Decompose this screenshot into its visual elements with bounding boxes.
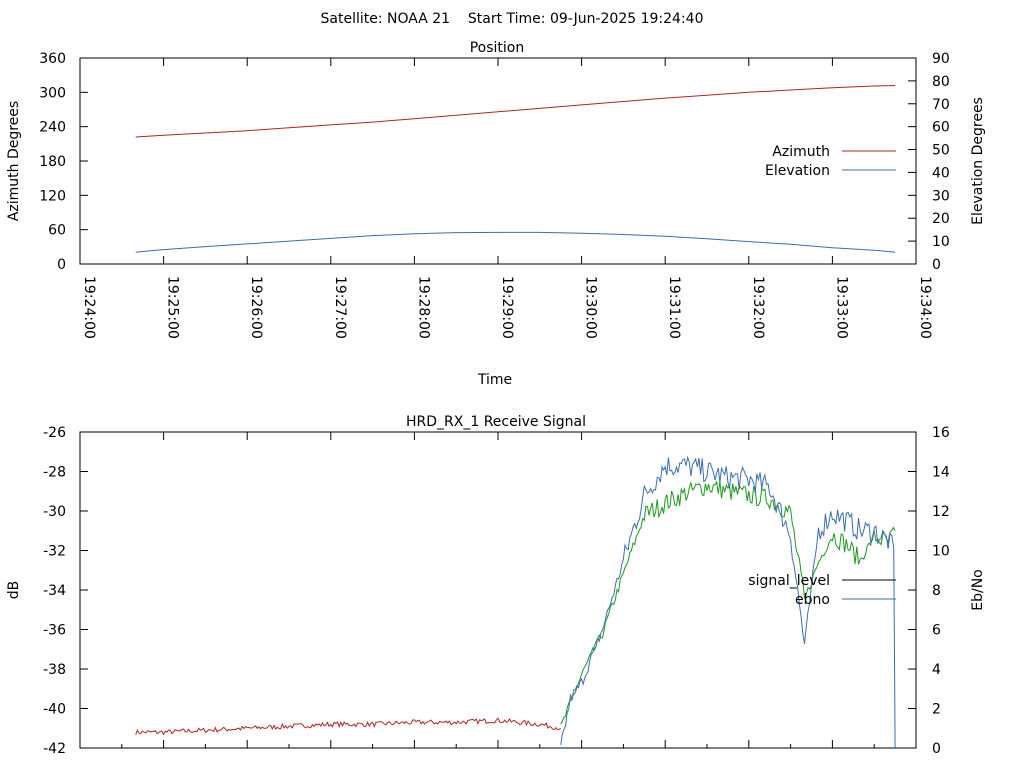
y-right-tick-label: 50 (932, 143, 950, 159)
receive-signal-legend: signal_level ebno (748, 573, 896, 608)
receive-signal-lines (135, 455, 896, 749)
position-legend: Azimuth Elevation (765, 144, 896, 179)
y-right-tick-label: 4 (932, 662, 941, 678)
position-ticks: 0 60 120 180 240 300 360 0 10 20 30 40 50 60 70 80 90 19:… (39, 51, 950, 339)
y-right-tick-label: 0 (932, 257, 941, 273)
receive-signal-y-left-label: dB (6, 581, 22, 600)
x-tick-label: 19:28:00 (415, 276, 431, 339)
series-line-azimuth (135, 85, 896, 138)
y-left-tick-label: -32 (43, 544, 66, 560)
position-plot-frame (79, 57, 917, 265)
legend-signal-level-label: signal_level (748, 573, 830, 589)
y-right-tick-label: 10 (932, 234, 950, 250)
receive-signal-chart: HRD_RX_1 Receive Signal -42-40-38-36-34-… (6, 414, 986, 757)
y-right-tick-label: 30 (932, 188, 950, 204)
series-line-signal-level (135, 717, 561, 736)
legend-ebno-label: ebno (795, 592, 830, 608)
y-left-tick-label: -42 (43, 741, 66, 757)
y-left-tick-label: -38 (43, 662, 66, 678)
y-left-tick-label: -30 (43, 504, 66, 520)
series-line-elevation (135, 231, 896, 253)
y-right-tick-label: 16 (932, 425, 950, 441)
y-left-tick-label: 60 (48, 223, 66, 239)
y-right-tick-label: 60 (932, 120, 950, 136)
y-left-tick-label: 300 (39, 85, 66, 101)
position-x-label: Time (477, 372, 512, 388)
y-left-tick-label: 180 (39, 154, 66, 170)
receive-signal-chart-title: HRD_RX_1 Receive Signal (406, 414, 586, 430)
x-tick-label: 19:30:00 (583, 276, 599, 339)
y-right-tick-label: 10 (932, 544, 950, 560)
y-left-tick-label: 120 (39, 188, 66, 204)
y-right-tick-label: 80 (932, 74, 950, 90)
y-right-tick-label: 2 (932, 702, 941, 718)
legend-elevation-label: Elevation (765, 163, 830, 179)
x-tick-label: 19:25:00 (165, 276, 181, 339)
y-left-tick-label: 360 (39, 51, 66, 67)
y-left-tick-label: -36 (43, 623, 66, 639)
series-line-ebno (560, 455, 896, 749)
position-chart: Position 0 60 120 180 240 300 360 0 10 20 30 40 50 60… (6, 40, 986, 388)
y-right-tick-label: 70 (932, 97, 950, 113)
y-right-tick-label: 6 (932, 623, 941, 639)
series-line-signal-level (560, 480, 896, 725)
y-right-tick-label: 8 (932, 583, 941, 599)
x-tick-label: 19:34:00 (917, 276, 933, 339)
y-right-tick-label: 20 (932, 211, 950, 227)
legend-azimuth-label: Azimuth (772, 144, 830, 160)
y-left-tick-label: 240 (39, 120, 66, 136)
x-tick-label: 19:33:00 (833, 276, 849, 339)
y-left-tick-label: -34 (43, 583, 66, 599)
y-right-tick-label: 0 (932, 741, 941, 757)
x-tick-label: 19:26:00 (248, 276, 264, 339)
x-tick-label: 19:24:00 (81, 276, 97, 339)
y-right-tick-label: 12 (932, 504, 950, 520)
figure-title: Satellite: NOAA 21 Start Time: 09-Jun-20… (321, 11, 704, 27)
y-right-tick-label: 40 (932, 165, 950, 181)
position-lines (135, 85, 896, 253)
y-left-tick-label: -40 (43, 702, 66, 718)
x-tick-label: 19:32:00 (750, 276, 766, 339)
y-right-tick-label: 90 (932, 51, 950, 67)
x-tick-label: 19:27:00 (332, 276, 348, 339)
y-right-tick-label: 14 (932, 465, 950, 481)
receive-signal-plot-frame (79, 431, 917, 749)
y-left-tick-label: -28 (43, 465, 66, 481)
y-left-tick-label: -26 (43, 425, 66, 441)
x-tick-label: 19:29:00 (499, 276, 515, 339)
y-left-tick-label: 0 (57, 257, 66, 273)
receive-signal-ticks: -42 -40 -38 -36 -34 -32 -30 -28 -26 0 2 4 6 8 10 12 14 16 (43, 425, 950, 757)
position-chart-title: Position (470, 40, 525, 56)
x-tick-label: 19:31:00 (666, 276, 682, 339)
position-y-right-label: Elevation Degrees (970, 97, 986, 225)
position-y-left-label: Azimuth Degrees (6, 101, 22, 221)
receive-signal-y-right-label: Eb/No (970, 569, 986, 611)
